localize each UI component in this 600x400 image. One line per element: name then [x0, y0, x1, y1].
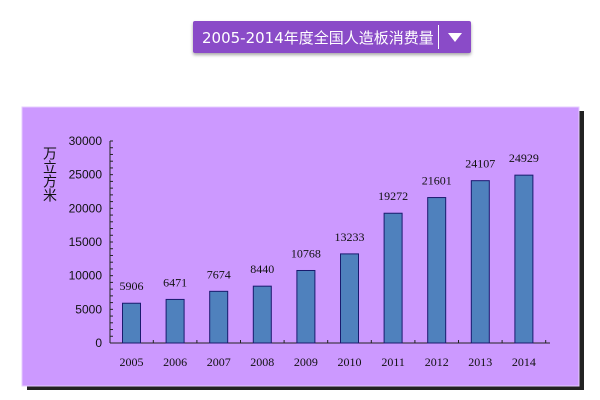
- data-label-2007: 7674: [207, 267, 231, 281]
- bar-2012: [427, 197, 447, 344]
- y-tick-label: 0: [95, 336, 102, 350]
- chart-title: 2005-2014年度全国人造板消费量: [202, 28, 434, 47]
- bar-2008: [252, 285, 272, 344]
- chart-title-dropdown[interactable]: 2005-2014年度全国人造板消费量: [193, 21, 471, 53]
- x-tick-label-2009: 2009: [294, 355, 318, 369]
- data-label-2006: 6471: [163, 275, 187, 289]
- y-axis-label: 万立方米: [41, 146, 57, 202]
- x-tick-label-2008: 2008: [250, 355, 274, 369]
- data-label-2014: 24929: [509, 151, 539, 165]
- data-label-2005: 5906: [120, 279, 144, 293]
- x-tick-label-2006: 2006: [163, 355, 187, 369]
- data-label-2008: 8440: [250, 262, 274, 276]
- y-tick-label: 20000: [69, 201, 103, 215]
- triangle-down-icon[interactable]: [439, 32, 471, 42]
- data-label-2011: 19272: [378, 189, 408, 203]
- data-label-2013: 24107: [465, 157, 495, 171]
- bar-2009: [296, 269, 316, 344]
- y-tick-label: 10000: [69, 269, 103, 283]
- x-tick-label-2013: 2013: [468, 355, 492, 369]
- bar-2011: [383, 212, 403, 344]
- x-tick-label-2010: 2010: [338, 355, 362, 369]
- x-tick-label-2011: 2011: [381, 355, 405, 369]
- bar-2007: [209, 290, 229, 344]
- bar-2014: [514, 174, 534, 344]
- bar-2005: [122, 302, 141, 344]
- y-tick-label: 25000: [69, 168, 103, 182]
- x-tick-label-2007: 2007: [207, 355, 231, 369]
- data-label-2010: 13233: [335, 230, 365, 244]
- bar-2013: [470, 180, 490, 344]
- y-tick-label: 30000: [69, 134, 103, 148]
- x-tick-label-2014: 2014: [512, 355, 536, 369]
- y-tick-label: 5000: [75, 302, 102, 316]
- divider: [438, 25, 439, 49]
- bar-2010: [340, 253, 359, 344]
- data-label-2012: 21601: [422, 174, 452, 188]
- x-tick-label-2005: 2005: [120, 355, 144, 369]
- data-label-2009: 10768: [291, 246, 321, 260]
- bar-2006: [165, 298, 185, 344]
- x-tick-label-2012: 2012: [425, 355, 449, 369]
- y-tick-label: 15000: [69, 235, 103, 249]
